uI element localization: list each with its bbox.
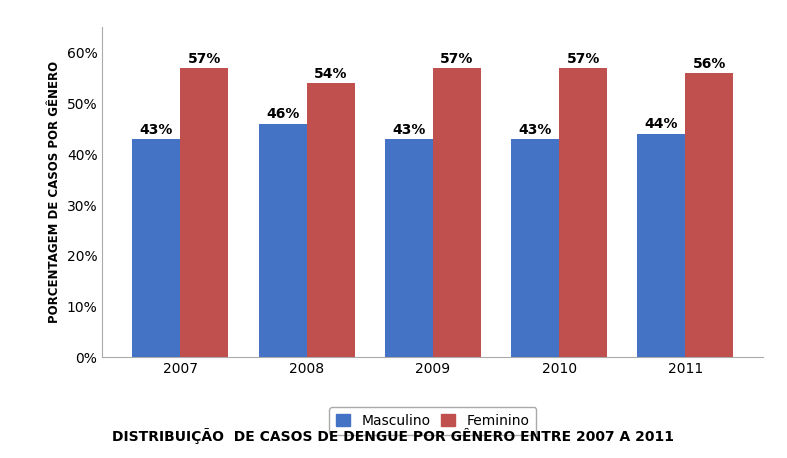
Bar [637, 134, 685, 357]
Text: 43%: 43% [139, 123, 173, 136]
Bar [433, 68, 481, 357]
Text: 56%: 56% [693, 57, 726, 71]
Bar [132, 139, 180, 357]
Y-axis label: PORCENTAGEM DE CASOS POR GÊNERO: PORCENTAGEM DE CASOS POR GÊNERO [48, 61, 61, 323]
Bar [511, 139, 559, 357]
Text: 46%: 46% [266, 107, 299, 121]
Text: 57%: 57% [567, 52, 600, 65]
Bar [559, 68, 607, 357]
Text: 43%: 43% [519, 123, 552, 136]
Text: 54%: 54% [314, 67, 347, 81]
Bar [307, 83, 355, 357]
Bar [385, 139, 433, 357]
Bar [685, 73, 733, 357]
Text: 43%: 43% [392, 123, 426, 136]
Text: 57%: 57% [187, 52, 221, 65]
Bar [180, 68, 228, 357]
Text: DISTRIBUIÇÃO  DE CASOS DE DENGUE POR GÊNERO ENTRE 2007 A 2011: DISTRIBUIÇÃO DE CASOS DE DENGUE POR GÊNE… [113, 428, 674, 444]
Legend: Masculino, Feminino: Masculino, Feminino [329, 407, 537, 435]
Text: 57%: 57% [440, 52, 474, 65]
Bar [259, 124, 307, 357]
Text: 44%: 44% [645, 118, 678, 131]
